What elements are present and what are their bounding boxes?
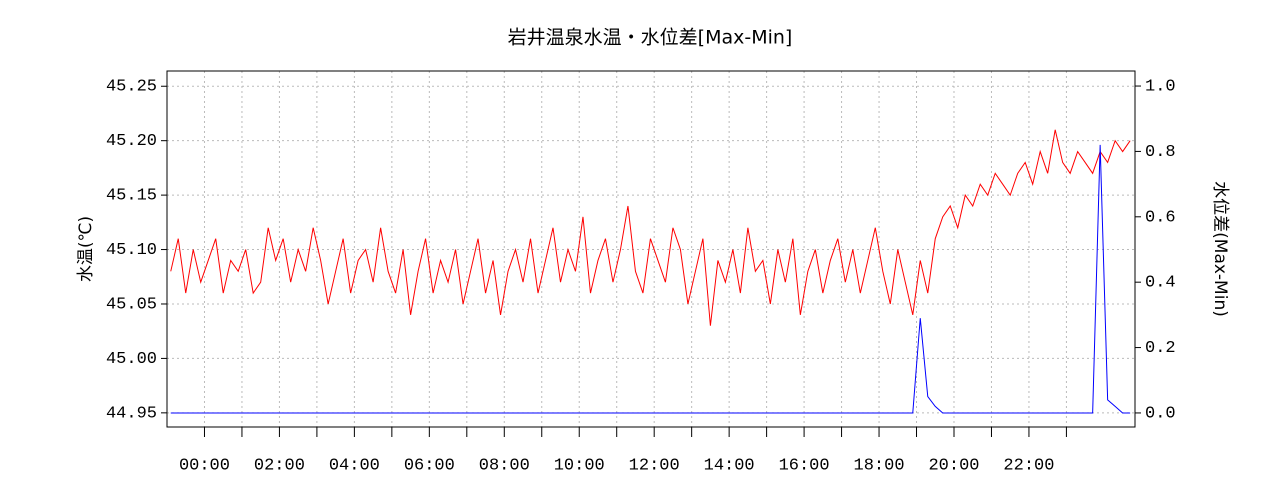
y2-tick-label: 0.8 (1145, 143, 1176, 162)
y2-axis-label: 水位差(Max-Min) (1210, 181, 1230, 317)
x-tick-label: 14:00 (704, 456, 755, 475)
y-tick-label: 45.00 (106, 350, 157, 369)
x-tick-label: 16:00 (779, 456, 830, 475)
x-tick-label: 06:00 (404, 456, 455, 475)
y-tick-label: 45.05 (106, 295, 157, 314)
data-line (170, 129, 1131, 326)
x-tick-label: 22:00 (1003, 456, 1054, 475)
x-tick-label: 08:00 (479, 456, 530, 475)
y2-tick-label: 1.0 (1145, 78, 1176, 97)
y-tick-label: 45.20 (106, 132, 157, 151)
y-tick-label: 44.95 (106, 404, 157, 423)
chart-title: 岩井温泉水温・水位差[Max-Min] (508, 27, 793, 49)
x-tick-label: 10:00 (554, 456, 605, 475)
y-tick-label: 45.10 (106, 241, 157, 260)
y2-tick-label: 0.2 (1145, 339, 1176, 358)
x-tick-label: 00:00 (179, 456, 230, 475)
x-tick-label: 20:00 (928, 456, 979, 475)
y-tick-label: 45.25 (106, 78, 157, 97)
x-tick-label: 04:00 (329, 456, 380, 475)
plot-frame (166, 70, 1136, 428)
x-tick-label: 12:00 (629, 456, 680, 475)
y2-tick-label: 0.4 (1145, 274, 1176, 293)
y-tick-label: 45.15 (106, 187, 157, 206)
x-tick-label: 18:00 (854, 456, 905, 475)
y2-tick-label: 0.6 (1145, 208, 1176, 227)
y-axis-label: 水温(℃) (76, 216, 96, 282)
x-tick-label: 02:00 (254, 456, 305, 475)
data-line (170, 144, 1131, 414)
y2-tick-label: 0.0 (1145, 404, 1176, 423)
